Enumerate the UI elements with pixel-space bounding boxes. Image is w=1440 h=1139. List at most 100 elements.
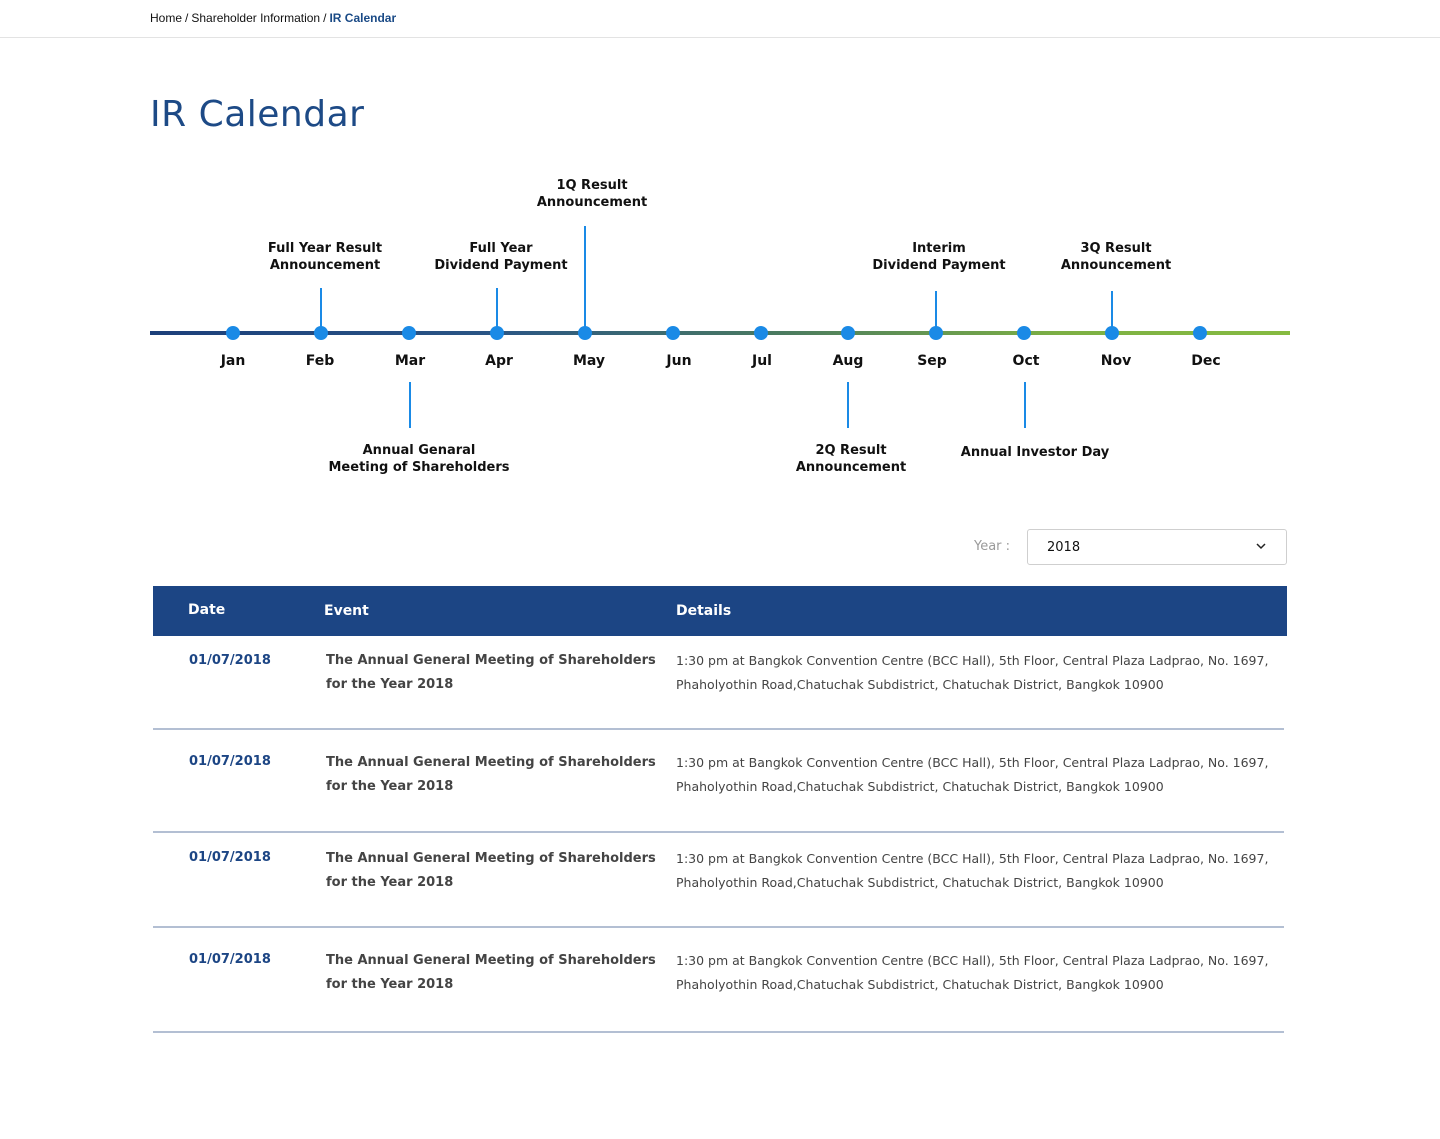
cell-event: The Annual General Meeting of Shareholde… bbox=[326, 949, 656, 997]
month-dot-apr bbox=[490, 326, 504, 340]
year-select[interactable]: 2018 bbox=[1027, 529, 1287, 565]
cell-details-line: Phaholyothin Road,Chatuchak Subdistrict,… bbox=[676, 677, 1164, 692]
event-label-line: Announcement bbox=[536, 195, 648, 210]
event-stem-mar bbox=[409, 382, 411, 428]
event-label-line: Interim bbox=[912, 241, 966, 256]
chevron-down-icon bbox=[1256, 543, 1266, 550]
cell-details: 1:30 pm at Bangkok Convention Centre (BC… bbox=[676, 847, 1276, 895]
month-label-mar: Mar bbox=[394, 353, 426, 369]
breadcrumb-separator: / bbox=[185, 11, 189, 25]
cell-details-line: 1:30 pm at Bangkok Convention Centre (BC… bbox=[676, 953, 1269, 968]
year-select-value: 2018 bbox=[1047, 540, 1081, 555]
event-label-line: Dividend Payment bbox=[434, 258, 568, 273]
breadcrumb-separator: / bbox=[323, 11, 327, 25]
event-stem-apr bbox=[496, 288, 498, 330]
event-label-line: Full Year bbox=[469, 241, 533, 256]
cell-event-line: for the Year 2018 bbox=[326, 779, 454, 794]
event-label-mar: Annual Genaral Meeting of Shareholders bbox=[309, 442, 529, 476]
cell-event-line: The Annual General Meeting of Shareholde… bbox=[326, 953, 656, 968]
event-label-apr: Full Year Dividend Payment bbox=[391, 240, 611, 274]
month-dot-nov bbox=[1105, 326, 1119, 340]
cell-event-line: for the Year 2018 bbox=[326, 875, 454, 890]
month-label-dec: Dec bbox=[1191, 353, 1221, 369]
month-label-apr: Apr bbox=[485, 353, 513, 369]
table-row: 01/07/2018 The Annual General Meeting of … bbox=[153, 636, 1284, 730]
event-label-line: Announcement bbox=[269, 258, 381, 273]
cell-event: The Annual General Meeting of Shareholde… bbox=[326, 751, 656, 799]
month-label-jan: Jan bbox=[220, 353, 246, 369]
breadcrumb-current: IR Calendar bbox=[329, 11, 397, 25]
cell-event: The Annual General Meeting of Shareholde… bbox=[326, 649, 656, 697]
month-label-nov: Nov bbox=[1100, 353, 1132, 369]
cell-event-line: The Annual General Meeting of Shareholde… bbox=[326, 653, 656, 668]
month-dot-jul bbox=[754, 326, 768, 340]
cell-details-line: Phaholyothin Road,Chatuchak Subdistrict,… bbox=[676, 779, 1164, 794]
cell-details-line: Phaholyothin Road,Chatuchak Subdistrict,… bbox=[676, 875, 1164, 890]
table-row: 01/07/2018 The Annual General Meeting of … bbox=[153, 928, 1284, 1033]
cell-date: 01/07/2018 bbox=[189, 850, 271, 865]
ir-timeline: Jan Feb Mar Apr May Jun Jul Aug Sep Oct Nov Dec Full… bbox=[150, 160, 1290, 490]
cell-details: 1:30 pm at Bangkok Convention Centre (BC… bbox=[676, 751, 1276, 799]
event-stem-sep bbox=[935, 291, 937, 330]
column-header-details: Details bbox=[676, 603, 732, 619]
event-label-line: 3Q Result bbox=[1080, 241, 1152, 256]
page-title: IR Calendar bbox=[150, 94, 365, 135]
breadcrumb: Home / Shareholder Information / IR Calendar bbox=[150, 11, 396, 25]
event-label-nov: 3Q Result Announcement bbox=[1006, 240, 1226, 274]
table-row: 01/07/2018 The Annual General Meeting of … bbox=[153, 730, 1284, 833]
table-body: 01/07/2018 The Annual General Meeting of … bbox=[153, 636, 1287, 1033]
cell-details: 1:30 pm at Bangkok Convention Centre (BC… bbox=[676, 649, 1276, 697]
month-dot-jun bbox=[666, 326, 680, 340]
month-label-feb: Feb bbox=[305, 353, 335, 369]
event-stem-oct bbox=[1024, 382, 1026, 428]
event-label-feb: Full Year Result Announcement bbox=[215, 240, 435, 274]
event-label-oct: Annual Investor Day bbox=[925, 444, 1145, 461]
top-bar: Home / Shareholder Information / IR Calendar bbox=[0, 0, 1440, 38]
cell-details: 1:30 pm at Bangkok Convention Centre (BC… bbox=[676, 949, 1276, 997]
month-label-may: May bbox=[572, 353, 606, 369]
event-label-line: Full Year Result bbox=[267, 241, 383, 256]
month-dot-aug bbox=[841, 326, 855, 340]
event-label-line: Meeting of Shareholders bbox=[328, 460, 510, 475]
event-label-line: Announcement bbox=[795, 460, 907, 475]
cell-event-line: for the Year 2018 bbox=[326, 977, 454, 992]
cell-date: 01/07/2018 bbox=[189, 952, 271, 967]
month-label-aug: Aug bbox=[832, 353, 864, 369]
month-dot-mar bbox=[402, 326, 416, 340]
event-label-line: Annual Genaral bbox=[362, 443, 476, 458]
event-label-line: 2Q Result bbox=[815, 443, 887, 458]
month-label-oct: Oct bbox=[1012, 353, 1040, 369]
cell-date: 01/07/2018 bbox=[189, 754, 271, 769]
timeline-line bbox=[150, 331, 1290, 335]
month-label-jul: Jul bbox=[752, 353, 772, 369]
cell-date: 01/07/2018 bbox=[189, 653, 271, 668]
month-dot-may bbox=[578, 326, 592, 340]
table-row: 01/07/2018 The Annual General Meeting of … bbox=[153, 833, 1284, 928]
table-header: Date Event Details bbox=[153, 586, 1287, 636]
event-label-line: 1Q Result bbox=[556, 178, 628, 193]
event-label-line: Annual Investor Day bbox=[960, 445, 1110, 460]
event-stem-may bbox=[584, 226, 586, 330]
month-dot-jan bbox=[226, 326, 240, 340]
cell-details-line: Phaholyothin Road,Chatuchak Subdistrict,… bbox=[676, 977, 1164, 992]
month-dot-oct bbox=[1017, 326, 1031, 340]
event-label-aug: 2Q Result Announcement bbox=[741, 442, 961, 476]
column-header-date: Date bbox=[188, 602, 226, 618]
event-label-sep: Interim Dividend Payment bbox=[829, 240, 1049, 274]
event-label-line: Dividend Payment bbox=[872, 258, 1006, 273]
cell-details-line: 1:30 pm at Bangkok Convention Centre (BC… bbox=[676, 755, 1269, 770]
cell-details-line: 1:30 pm at Bangkok Convention Centre (BC… bbox=[676, 851, 1269, 866]
events-table: Date Event Details 01/07/2018 The Annual … bbox=[153, 586, 1287, 1033]
month-label-jun: Jun bbox=[666, 353, 692, 369]
event-stem-nov bbox=[1111, 291, 1113, 330]
cell-event-line: The Annual General Meeting of Shareholde… bbox=[326, 755, 656, 770]
event-label-may: 1Q Result Announcement bbox=[482, 177, 702, 211]
event-stem-feb bbox=[320, 288, 322, 330]
cell-event-line: for the Year 2018 bbox=[326, 677, 454, 692]
breadcrumb-home-link[interactable]: Home bbox=[150, 11, 183, 25]
cell-event: The Annual General Meeting of Shareholde… bbox=[326, 847, 656, 895]
cell-details-line: 1:30 pm at Bangkok Convention Centre (BC… bbox=[676, 653, 1269, 668]
column-header-event: Event bbox=[324, 603, 369, 619]
month-dot-sep bbox=[929, 326, 943, 340]
breadcrumb-shareholder-information-link[interactable]: Shareholder Information bbox=[191, 11, 321, 25]
